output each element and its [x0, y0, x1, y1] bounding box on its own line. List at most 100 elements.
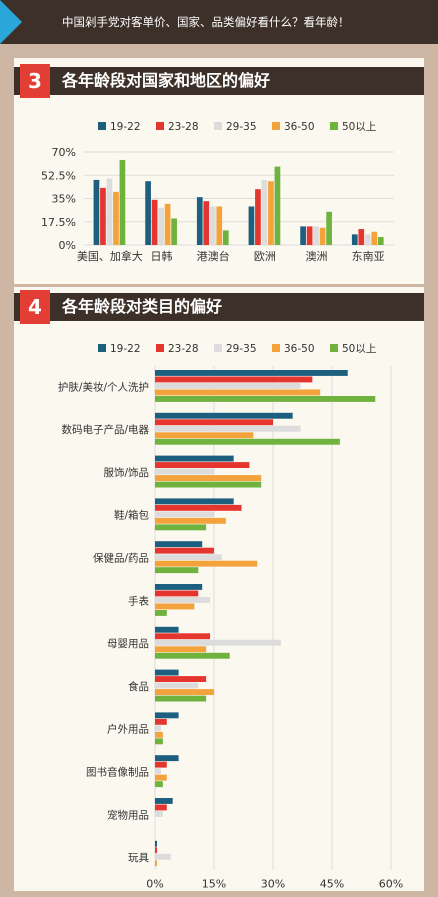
chart-panel-3 [14, 58, 424, 284]
section4-number: 4 [20, 290, 50, 324]
y-tick-label: 护肤/美妆/个人洗护 [58, 380, 149, 393]
bar [274, 166, 281, 245]
bar [358, 229, 365, 245]
x-tick-label: 日韩 [151, 249, 173, 263]
legend-swatch [98, 344, 106, 352]
y-tick-label: 图书音像制品 [86, 765, 149, 778]
x-tick-label: 60% [379, 878, 403, 891]
legend-swatch [272, 122, 280, 130]
bar [255, 189, 261, 245]
bar [155, 462, 250, 468]
bar [155, 455, 234, 462]
country-preference-chart: 19-22 23-28 29-35 36-50 50以上 70% 52.5% 35% 17.5%… [41, 121, 394, 263]
legend-swatch [156, 344, 164, 352]
bar [300, 226, 306, 245]
y-tick-label: 宠物用品 [107, 808, 149, 821]
bar [155, 389, 321, 396]
y-tick-label: 服饰/饰品 [103, 466, 149, 479]
bar [171, 218, 177, 245]
bar [164, 203, 171, 245]
y-tick-label: 玩具 [128, 852, 149, 864]
bar [155, 517, 226, 524]
bar [155, 541, 203, 548]
x-tick-label: 澳洲 [306, 250, 328, 263]
bar [155, 731, 163, 738]
bar [306, 226, 313, 245]
x-tick-label: 15% [202, 878, 226, 891]
x-tick-label: 美国、加拿大 [77, 249, 143, 263]
bar [155, 432, 254, 439]
bar [203, 201, 210, 245]
bar [155, 646, 207, 653]
y-tick-label: 70% [52, 146, 76, 159]
bar [155, 419, 273, 426]
bar [155, 725, 161, 732]
legend-swatch [156, 122, 164, 130]
x-tick-label: 东南亚 [352, 250, 385, 263]
bar [155, 370, 348, 376]
bar [155, 554, 222, 561]
bar [155, 639, 281, 646]
bar [155, 695, 207, 702]
bar [196, 197, 203, 245]
bar [119, 159, 126, 245]
bar [158, 207, 164, 245]
header-text: 中国剁手党对客单价、国家、品类偏好看什么？看年龄！ [62, 15, 350, 29]
bar [155, 590, 199, 597]
bar [155, 383, 301, 389]
bar [155, 718, 167, 725]
legend-label: 19-22 [110, 121, 141, 133]
bar [326, 211, 332, 245]
x-tick-label: 0% [146, 878, 163, 891]
bar [155, 682, 199, 689]
bar [364, 234, 371, 245]
legend-label: 29-35 [226, 121, 257, 133]
legend-label: 50以上 [342, 343, 376, 355]
bar [155, 676, 207, 682]
bar [155, 468, 214, 475]
bar [377, 237, 384, 245]
bar [155, 798, 173, 804]
legend-label: 36-50 [284, 121, 315, 133]
legend-swatch [214, 122, 222, 130]
bar [155, 481, 262, 488]
bar [351, 234, 358, 245]
bar [155, 755, 179, 762]
bar [106, 178, 113, 245]
section3-number: 3 [20, 64, 50, 98]
legend-label: 19-22 [110, 343, 141, 355]
bar [155, 396, 376, 402]
bar [155, 425, 301, 432]
x-tick-label: 欧洲 [254, 250, 276, 263]
x-tick-label: 30% [261, 878, 285, 891]
bar [155, 376, 313, 383]
bar [113, 191, 119, 245]
section3-title: 各年龄段对国家和地区的偏好 [62, 71, 271, 90]
bar [209, 206, 216, 245]
bar [155, 560, 258, 567]
bar [155, 511, 214, 518]
bar [155, 712, 179, 719]
legend-swatch [98, 122, 106, 130]
legend-label: 29-35 [226, 343, 257, 355]
bar [155, 567, 199, 574]
legend-label: 50以上 [342, 121, 376, 133]
legend-swatch [214, 344, 222, 352]
bar [155, 652, 230, 659]
bar [155, 804, 167, 811]
legend-label: 36-50 [284, 343, 315, 355]
bar [155, 626, 179, 633]
category-preference-chart: 19-22 23-28 29-35 36-50 50以上 0% 15% 30% 45% 60% 护肤… [58, 343, 403, 891]
y-tick-label: 35% [52, 193, 76, 206]
bar [100, 187, 106, 245]
bar [155, 768, 161, 775]
bar [155, 853, 171, 860]
bar [155, 847, 157, 854]
bar [155, 603, 195, 610]
x-tick-label: 港澳台 [197, 249, 230, 263]
bar [155, 584, 203, 590]
bar [155, 811, 163, 817]
y-tick-label: 母婴用品 [107, 638, 149, 650]
bar [155, 475, 262, 481]
y-tick-label: 数码电子产品/电器 [61, 423, 149, 436]
